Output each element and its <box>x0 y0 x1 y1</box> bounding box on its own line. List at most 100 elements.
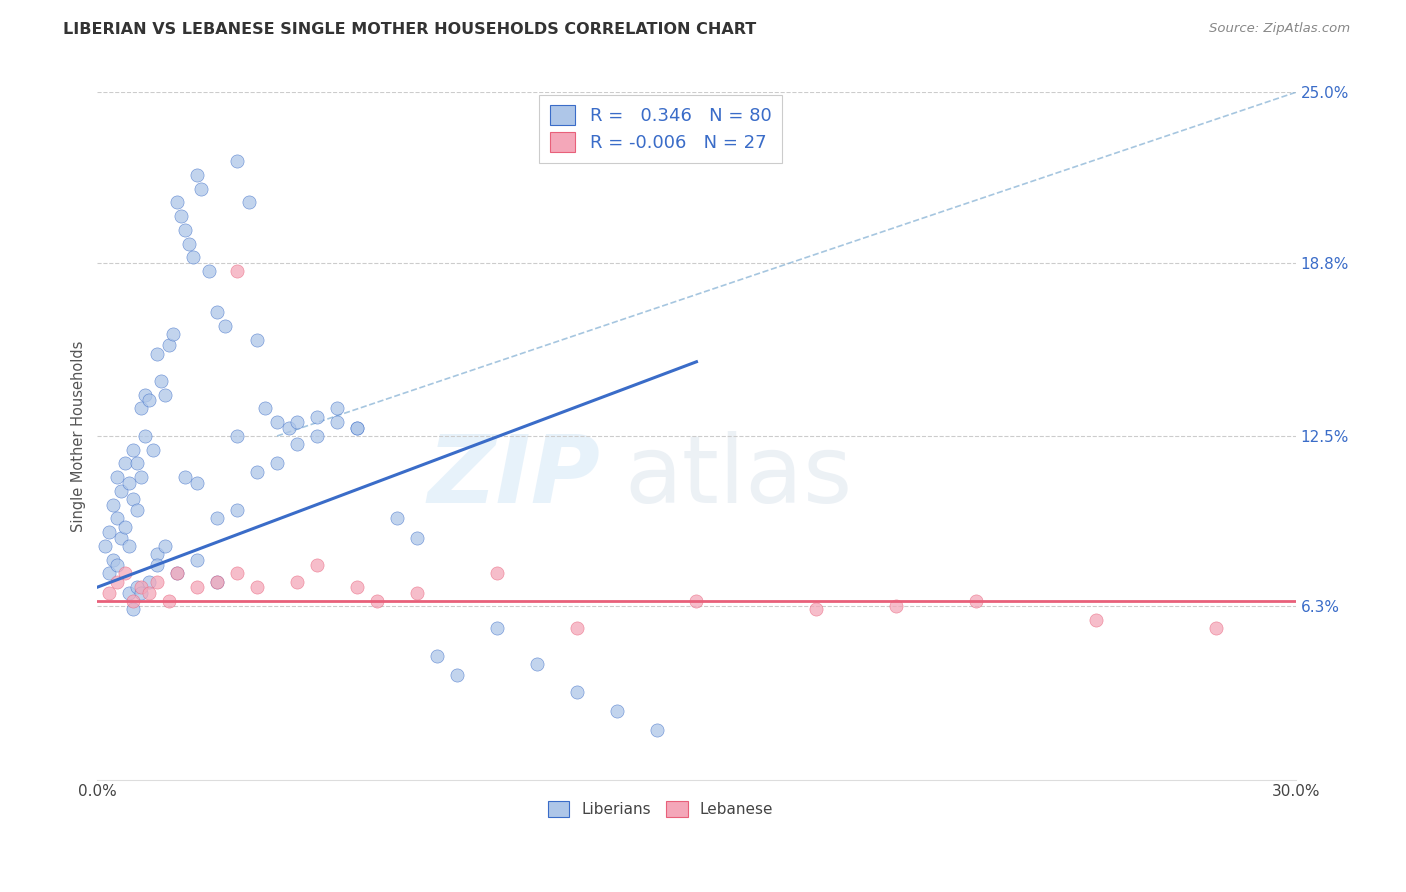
Point <box>186 552 208 566</box>
Point <box>150 374 173 388</box>
Point <box>186 475 208 490</box>
Legend: Liberians, Lebanese: Liberians, Lebanese <box>541 795 779 823</box>
Point <box>426 648 449 663</box>
Point <box>138 574 160 589</box>
Point <box>346 421 368 435</box>
Point <box>266 415 288 429</box>
Point <box>118 475 141 490</box>
Point <box>110 483 132 498</box>
Point <box>103 498 125 512</box>
Point <box>127 457 149 471</box>
Point <box>965 594 987 608</box>
Point <box>127 580 149 594</box>
Point <box>98 525 121 540</box>
Point <box>174 223 197 237</box>
Point <box>114 519 136 533</box>
Point <box>122 594 145 608</box>
Point <box>105 558 128 573</box>
Point <box>366 594 388 608</box>
Point <box>105 574 128 589</box>
Point <box>278 421 301 435</box>
Point <box>118 585 141 599</box>
Point <box>146 547 169 561</box>
Point <box>485 621 508 635</box>
Point <box>122 602 145 616</box>
Point <box>266 457 288 471</box>
Point <box>485 566 508 581</box>
Point <box>565 621 588 635</box>
Point <box>246 333 269 347</box>
Point <box>606 704 628 718</box>
Point <box>122 442 145 457</box>
Point <box>105 511 128 525</box>
Point <box>305 429 328 443</box>
Point <box>129 580 152 594</box>
Point <box>226 429 249 443</box>
Point <box>285 415 308 429</box>
Point <box>138 585 160 599</box>
Point <box>162 327 184 342</box>
Point <box>406 531 429 545</box>
Point <box>884 599 907 614</box>
Point <box>157 338 180 352</box>
Point <box>446 668 468 682</box>
Point <box>205 574 228 589</box>
Point <box>305 558 328 573</box>
Point <box>146 558 169 573</box>
Point <box>94 539 117 553</box>
Point <box>110 531 132 545</box>
Text: Source: ZipAtlas.com: Source: ZipAtlas.com <box>1209 22 1350 36</box>
Point <box>226 503 249 517</box>
Text: LIBERIAN VS LEBANESE SINGLE MOTHER HOUSEHOLDS CORRELATION CHART: LIBERIAN VS LEBANESE SINGLE MOTHER HOUSE… <box>63 22 756 37</box>
Text: ZIP: ZIP <box>427 431 600 524</box>
Point <box>166 195 188 210</box>
Point <box>238 195 260 210</box>
Point <box>226 264 249 278</box>
Point <box>246 580 269 594</box>
Point <box>129 470 152 484</box>
Point <box>146 574 169 589</box>
Point <box>205 305 228 319</box>
Point <box>346 421 368 435</box>
Point <box>134 429 156 443</box>
Point <box>155 539 177 553</box>
Point <box>385 511 408 525</box>
Y-axis label: Single Mother Households: Single Mother Households <box>72 340 86 532</box>
Point <box>166 566 188 581</box>
Point <box>170 209 193 223</box>
Point <box>285 437 308 451</box>
Point <box>186 168 208 182</box>
Point <box>198 264 221 278</box>
Point <box>179 236 201 251</box>
Point <box>406 585 429 599</box>
Point <box>157 594 180 608</box>
Point <box>806 602 828 616</box>
Point <box>118 539 141 553</box>
Point <box>565 684 588 698</box>
Point <box>326 401 349 416</box>
Point <box>1084 613 1107 627</box>
Point <box>214 318 236 333</box>
Point <box>129 585 152 599</box>
Point <box>98 566 121 581</box>
Point <box>205 511 228 525</box>
Point <box>685 594 707 608</box>
Point <box>134 388 156 402</box>
Point <box>205 574 228 589</box>
Point <box>285 574 308 589</box>
Point <box>305 409 328 424</box>
Point <box>246 465 269 479</box>
Point <box>155 388 177 402</box>
Point <box>645 723 668 738</box>
Point <box>127 503 149 517</box>
Point <box>326 415 349 429</box>
Point <box>146 346 169 360</box>
Point <box>129 401 152 416</box>
Point <box>1205 621 1227 635</box>
Point <box>254 401 277 416</box>
Point <box>186 580 208 594</box>
Point <box>142 442 165 457</box>
Point <box>174 470 197 484</box>
Point <box>103 552 125 566</box>
Point <box>105 470 128 484</box>
